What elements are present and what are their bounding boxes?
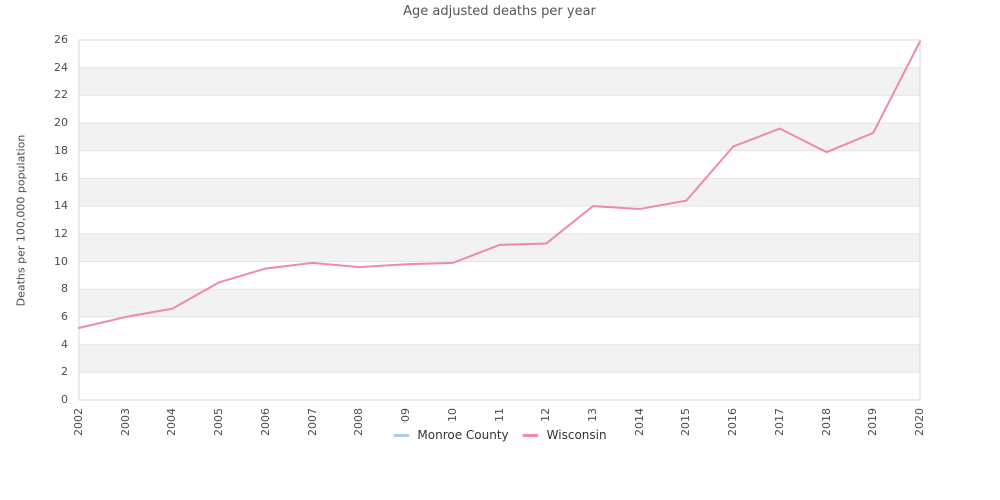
y-tick-label: 18 [54, 143, 68, 157]
x-tick-label: 2017 [772, 408, 786, 436]
chart-title: Age adjusted deaths per year [403, 4, 596, 19]
x-tick-label: 2004 [165, 408, 179, 436]
y-tick-label: 10 [54, 254, 68, 268]
legend-swatch-monroe-county-icon [393, 433, 410, 437]
x-tick-label: 2003 [118, 408, 132, 436]
y-tick-label: 6 [61, 309, 68, 323]
plot-band [79, 233, 920, 262]
x-tick-label: 2005 [212, 408, 226, 436]
legend: Monroe County Wisconsin [384, 423, 616, 447]
x-tick-label: 2020 [913, 408, 926, 436]
x-tick-label: 2008 [352, 408, 366, 436]
legend-label-monroe-county: Monroe County [417, 428, 509, 442]
plot-border [78, 39, 921, 401]
legend-swatch-wisconsin-icon [522, 433, 539, 437]
plot-band [79, 178, 920, 207]
x-tick-label: 2019 [866, 408, 880, 436]
y-tick-label: 16 [54, 171, 68, 185]
x-tick-label: 2007 [305, 408, 319, 436]
x-tick-label: 2015 [679, 408, 693, 436]
y-tick-label: 14 [54, 199, 68, 213]
y-tick-label: 20 [54, 116, 68, 130]
y-tick-label: 2 [61, 365, 68, 379]
legend-item-wisconsin[interactable]: Wisconsin [522, 428, 607, 442]
x-tick-label: 2002 [72, 408, 85, 436]
plot-band [79, 67, 920, 96]
y-tick-label: 4 [61, 337, 68, 351]
legend-label-wisconsin: Wisconsin [546, 428, 607, 442]
y-tick-label: 26 [54, 33, 68, 46]
y-tick-label: 8 [61, 282, 68, 296]
y-tick-label: 24 [54, 60, 68, 74]
wisconsin-line [78, 40, 921, 329]
plot-band [79, 344, 920, 373]
x-tick-label: 2018 [819, 408, 833, 436]
x-tick-label: 2006 [258, 408, 272, 436]
y-tick-label: 0 [61, 393, 68, 406]
x-tick-label: 2014 [632, 408, 646, 436]
legend-item-monroe-county[interactable]: Monroe County [393, 428, 509, 442]
plot-band [79, 123, 920, 151]
y-tick-label: 12 [54, 226, 68, 240]
x-tick-label: 2016 [726, 408, 740, 436]
y-tick-label: 22 [54, 88, 68, 102]
plot-band [79, 289, 920, 317]
